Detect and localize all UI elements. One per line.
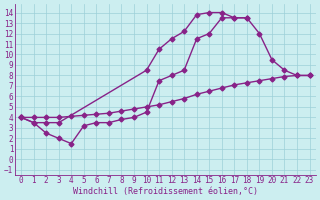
X-axis label: Windchill (Refroidissement éolien,°C): Windchill (Refroidissement éolien,°C) bbox=[73, 187, 258, 196]
